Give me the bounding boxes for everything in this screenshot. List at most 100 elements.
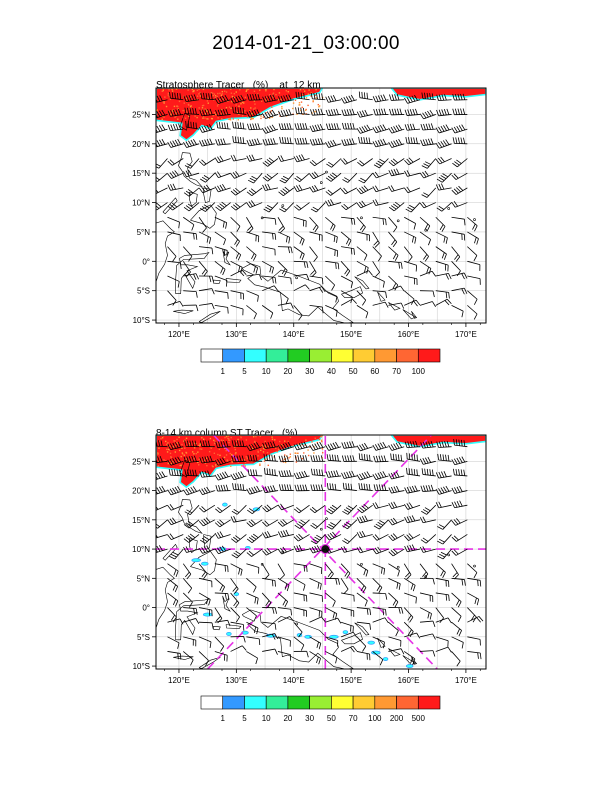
wind-barb xyxy=(230,216,241,232)
island xyxy=(325,517,328,520)
wind-barb xyxy=(246,290,259,302)
wind-barb xyxy=(419,607,432,620)
wind-barb xyxy=(293,621,303,638)
wind-barb xyxy=(230,290,244,300)
tracer-blob xyxy=(222,502,228,507)
wind-barb xyxy=(277,546,294,555)
coastline xyxy=(213,626,221,631)
lat-label: 0° xyxy=(142,604,150,613)
lat-label: 10°N xyxy=(132,545,150,554)
wind-barb xyxy=(435,646,452,653)
wind-barb xyxy=(467,216,478,232)
wind-barb xyxy=(294,504,310,514)
wind-barb xyxy=(277,563,285,580)
wind-barb xyxy=(246,217,254,234)
wind-barb xyxy=(198,563,208,579)
colorbar-label: 20 xyxy=(283,367,292,376)
wind-barb xyxy=(230,515,247,523)
wind-barb xyxy=(230,563,243,576)
wind-barb xyxy=(230,621,245,631)
wind-barb xyxy=(183,533,200,543)
wind-barb xyxy=(404,299,421,307)
wind-barb xyxy=(325,592,336,607)
wind-barb xyxy=(325,305,338,317)
wind-barb xyxy=(309,231,323,242)
wind-barb xyxy=(325,470,342,478)
coastline xyxy=(411,311,418,319)
wind-barb xyxy=(231,534,247,543)
tracer-speckle xyxy=(313,452,315,454)
tracer-speckle xyxy=(303,452,305,454)
wind-barb xyxy=(310,484,326,491)
wind-barb xyxy=(262,504,279,513)
wind-barb xyxy=(341,108,357,117)
wind-barb xyxy=(388,260,403,269)
wind-barb xyxy=(325,577,341,585)
wind-barb xyxy=(293,636,305,651)
wind-barb xyxy=(435,156,452,165)
wind-barb xyxy=(435,485,452,495)
tracer-blob xyxy=(371,650,381,655)
wind-barb xyxy=(246,305,257,320)
tracer-speckle xyxy=(301,443,303,446)
wind-barb xyxy=(356,231,370,242)
wind-barb xyxy=(246,533,263,543)
wind-barb xyxy=(230,578,239,594)
wind-barb xyxy=(278,484,294,491)
colorbar-swatch xyxy=(222,695,245,710)
wind-barb xyxy=(340,187,358,195)
wind-barb xyxy=(467,616,484,623)
wind-barb xyxy=(294,519,310,529)
wind-barb xyxy=(261,305,274,319)
wind-barb xyxy=(325,275,336,291)
wind-barb xyxy=(325,607,338,620)
wind-barb xyxy=(200,172,216,183)
wind-barb xyxy=(198,577,213,588)
lon-label: 160°E xyxy=(398,330,420,339)
wind-barb xyxy=(388,139,405,148)
wind-barb xyxy=(356,592,368,607)
lat-label: 5°S xyxy=(137,633,150,642)
wind-barb xyxy=(388,168,405,177)
wind-barb xyxy=(372,199,389,206)
wind-barb xyxy=(214,563,229,573)
wind-barb xyxy=(437,534,452,545)
wind-barb xyxy=(277,246,293,254)
wind-barb xyxy=(451,577,466,586)
wind-barb xyxy=(309,592,323,602)
wind-barb xyxy=(293,246,305,261)
wind-barb xyxy=(293,533,310,542)
wind-barb xyxy=(436,440,452,448)
wind-barb xyxy=(419,260,432,275)
wind-barb xyxy=(262,633,279,640)
colorbar-swatch xyxy=(417,348,441,363)
wind-barb xyxy=(435,290,450,299)
wind-barb xyxy=(277,519,294,527)
wind-barb xyxy=(214,260,226,276)
wind-barb xyxy=(309,545,326,554)
wind-barb xyxy=(293,650,309,658)
coastline xyxy=(178,499,203,534)
wind-barb xyxy=(199,158,216,166)
coastline xyxy=(203,187,212,203)
wind-barb xyxy=(341,202,358,211)
wind-barb xyxy=(388,533,405,541)
colorbar-swatch xyxy=(200,695,224,710)
wind-barb xyxy=(309,504,326,514)
wind-barb xyxy=(214,607,223,624)
wind-barb xyxy=(388,607,404,614)
tracer-speckle xyxy=(321,448,324,450)
lat-label: 15°N xyxy=(132,169,150,178)
wind-barb xyxy=(325,231,338,243)
tracer-blob xyxy=(191,558,201,563)
colorbar-swatch xyxy=(374,695,397,710)
wind-barb xyxy=(341,441,357,449)
wind-barb xyxy=(183,651,194,666)
coastline xyxy=(354,622,370,636)
wind-barb xyxy=(451,636,464,649)
wind-barb xyxy=(167,636,180,649)
island xyxy=(319,181,323,184)
coastline xyxy=(198,657,221,669)
coastline xyxy=(402,655,417,666)
lat-label: 25°N xyxy=(132,457,150,466)
